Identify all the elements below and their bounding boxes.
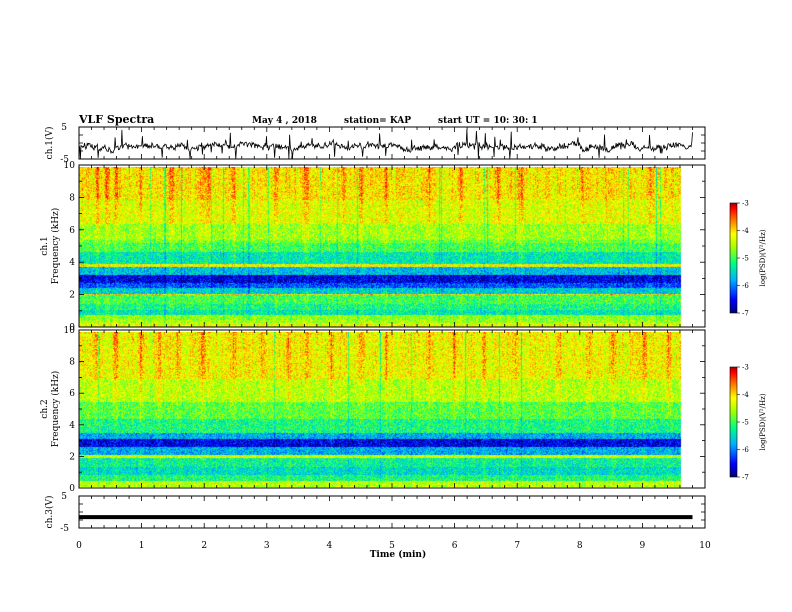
ch1-colorbar-tick-label: -3 — [742, 200, 749, 208]
x-tick-label: 5 — [389, 541, 395, 551]
ch2-y-tick-label: 8 — [69, 358, 75, 368]
ch2-colorbar-tick-label: -5 — [742, 419, 749, 427]
ch2-y-tick-label: 4 — [69, 421, 75, 431]
ch1-colorbar-tick-label: -5 — [742, 255, 749, 263]
ch2-y-tick-label: 0 — [69, 484, 75, 494]
ch1-y-tick-label: 2 — [69, 291, 75, 301]
x-tick-label: 3 — [264, 541, 270, 551]
ch1-y-tick-label: 8 — [69, 193, 75, 203]
ch1-waveform-ylabel: ch.1(V) — [44, 127, 55, 160]
ch2-colorbar-tick-label: -6 — [742, 446, 749, 454]
station-label: station= KAP — [344, 116, 411, 126]
ch3-waveform-ylabel: ch.3(V) — [44, 496, 55, 529]
ch1-spectrogram-image — [79, 167, 693, 327]
x-tick-label: 1 — [139, 541, 145, 551]
start-time-label: start UT = 10: 30: 1 — [438, 116, 538, 126]
ch2-colorbar-tick-label: -3 — [742, 364, 749, 372]
ch2-colorbar-label: log(PSD)(V²/Hz) — [759, 393, 767, 450]
ch1-y-tick-label: 0 — [69, 323, 75, 333]
ch1-y-tick-label: 10 — [64, 161, 76, 171]
ch1-colorbar-tick-label: -6 — [742, 282, 749, 290]
ch2-spectrogram-ylabel-channel: ch.2 — [40, 399, 50, 418]
ch1-colorbar-tick-label: -7 — [742, 310, 749, 318]
ch1-wave-y-tick-label: 5 — [61, 123, 67, 133]
ch2-spectrogram-ylabel-frequency: Frequency (kHz) — [50, 371, 61, 448]
ch2-y-tick-label: 2 — [69, 452, 75, 462]
x-tick-label: 7 — [514, 541, 520, 551]
x-tick-label: 2 — [201, 541, 207, 551]
ch3-wave-y-tick-label: -5 — [60, 524, 69, 534]
ch1-colorbar-tick-label: -4 — [742, 227, 749, 235]
ch2-colorbar — [729, 366, 738, 478]
ch2-colorbar-tick-label: -4 — [742, 391, 749, 399]
x-tick-label: 8 — [577, 541, 583, 551]
ch2-y-tick-label: 6 — [69, 389, 75, 399]
ch3-wave-y-tick-label: 5 — [61, 492, 67, 502]
ch1-colorbar-label: log(PSD)(V²/Hz) — [759, 229, 767, 286]
ch1-spectrogram-ylabel-channel: ch.1 — [40, 236, 50, 255]
colorbar-ticks: -3 -4 -5 -6 -7 -3 -4 -5 -6 -7 — [737, 200, 749, 482]
ch2-spectrogram-image — [79, 332, 693, 487]
x-axis-label: Time (min) — [370, 549, 427, 560]
ch1-y-tick-label: 6 — [69, 226, 75, 236]
x-tick-label: 6 — [452, 541, 458, 551]
x-tick-label: 10 — [699, 541, 711, 551]
ch2-colorbar-tick-label: -7 — [742, 474, 749, 482]
x-tick-label: 0 — [76, 541, 82, 551]
ch1-waveform-line — [78, 128, 693, 160]
ch1-spectrogram-ylabel-frequency: Frequency (kHz) — [50, 208, 61, 285]
x-tick-label: 9 — [640, 541, 646, 551]
ch1-y-tick-label: 4 — [69, 258, 75, 268]
ch1-wave-y-tick-label: -5 — [60, 155, 69, 165]
x-tick-label: 4 — [327, 541, 333, 551]
ch1-colorbar — [729, 202, 738, 314]
ch2-y-tick-label: 10 — [64, 326, 76, 336]
figure-title: VLF Spectra — [78, 113, 154, 126]
date-label: May 4 , 2018 — [252, 116, 317, 126]
